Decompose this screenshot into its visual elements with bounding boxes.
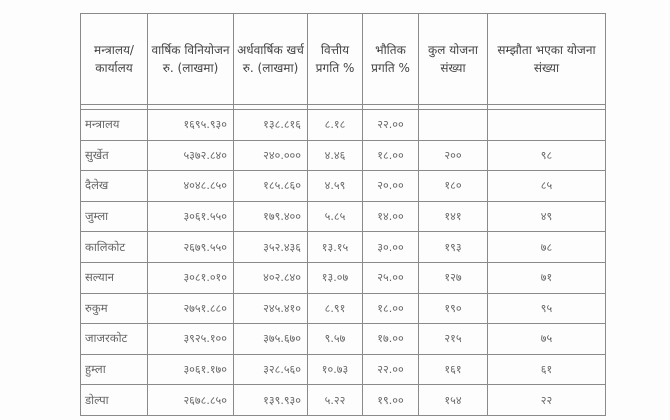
table-row: रुकुम २७५१.८८० २४५.४१० ८.९१ १८.०० १९० ९५ bbox=[80, 292, 606, 325]
cell-office-name: सल्यान bbox=[80, 261, 148, 294]
cell-office-name: हुम्ला bbox=[80, 353, 148, 386]
cell-total-projects: १९३ bbox=[418, 231, 488, 263]
cell-office-name: डोल्पा bbox=[80, 384, 148, 416]
cell-office-name: मन्त्रालय bbox=[80, 109, 148, 141]
cell-physical-progress: १८.०० bbox=[362, 292, 419, 325]
cell-annual-budget: २६७९.५५० bbox=[147, 231, 234, 263]
cell-agreed-projects: ७१ bbox=[487, 261, 606, 294]
cell-office-name: जुम्ला bbox=[80, 200, 148, 233]
cell-total-projects: १५४ bbox=[418, 384, 488, 416]
progress-table: मन्त्रालय/ कार्यालय वार्षिक विनियोजन रु.… bbox=[80, 13, 606, 416]
header-row: मन्त्रालय/ कार्यालय वार्षिक विनियोजन रु.… bbox=[80, 13, 606, 105]
cell-annual-budget: ४०४८.८५० bbox=[147, 170, 234, 202]
cell-agreed-projects: ७५ bbox=[487, 323, 606, 355]
cell-agreed-projects: ४९ bbox=[487, 200, 606, 233]
cell-physical-progress: ३०.०० bbox=[362, 231, 419, 263]
cell-financial-progress: ५.२२ bbox=[307, 384, 363, 416]
table-row: दैलेख ४०४८.८५० १८५.८६० ४.५९ २०.०० १८० ८५ bbox=[80, 170, 606, 202]
cell-annual-budget: २७५१.८८० bbox=[147, 292, 234, 325]
cell-total-projects: १४१ bbox=[418, 200, 488, 233]
table-row: जुम्ला ३०६१.५५० १७९.४०० ५.८५ १४.०० १४१ ४९ bbox=[80, 200, 606, 233]
header-agreed-projects: सम्झौता भएका योजना संख्या bbox=[487, 13, 606, 105]
cell-financial-progress: ४.५९ bbox=[307, 170, 363, 202]
table-row: हुम्ला ३०६१.१७० ३२८.५६० १०.७३ २२.०० १६१ ६१ bbox=[80, 353, 606, 386]
cell-financial-progress: ८.१८ bbox=[307, 109, 363, 141]
cell-total-projects: १६१ bbox=[418, 353, 488, 386]
cell-total-projects: १२७ bbox=[418, 261, 488, 294]
cell-total-projects: १८० bbox=[418, 170, 488, 202]
cell-office-name: जाजरकोट bbox=[80, 323, 148, 355]
cell-total-projects bbox=[418, 109, 488, 141]
spacer-row bbox=[80, 104, 606, 110]
cell-half-year-expense: ३५२.४३६ bbox=[233, 231, 308, 263]
table-row: डोल्पा २६७८.८५० १३९.९३० ५.२२ १९.०० १५४ २२ bbox=[80, 384, 606, 416]
cell-financial-progress: १३.१५ bbox=[307, 231, 363, 263]
table-row: मन्त्रालय १६९५.९३० १३८.८१६ ८.१८ २२.०० bbox=[80, 109, 606, 141]
cell-agreed-projects: २२ bbox=[487, 384, 606, 416]
cell-half-year-expense: ४०२.८४० bbox=[233, 261, 308, 294]
cell-total-projects: १९० bbox=[418, 292, 488, 325]
cell-half-year-expense: १३९.९३० bbox=[233, 384, 308, 416]
cell-annual-budget: १६९५.९३० bbox=[147, 109, 234, 141]
cell-half-year-expense: १३८.८१६ bbox=[233, 109, 308, 141]
cell-annual-budget: ३०६१.५५० bbox=[147, 200, 234, 233]
cell-annual-budget: ३०६१.१७० bbox=[147, 353, 234, 386]
cell-annual-budget: २६७८.८५० bbox=[147, 384, 234, 416]
cell-financial-progress: ९.५७ bbox=[307, 323, 363, 355]
cell-half-year-expense: २४०.००० bbox=[233, 139, 308, 172]
cell-agreed-projects: ९८ bbox=[487, 139, 606, 172]
cell-physical-progress: १८.०० bbox=[362, 139, 419, 172]
cell-agreed-projects: ८५ bbox=[487, 170, 606, 202]
cell-office-name: कालिकोट bbox=[80, 231, 148, 263]
header-half-year-expense: अर्धवार्षिक खर्च रु. (लाखमा) bbox=[233, 13, 308, 105]
cell-annual-budget: ३९२५.१०० bbox=[147, 323, 234, 355]
cell-annual-budget: ३०८१.०१० bbox=[147, 261, 234, 294]
cell-physical-progress: १९.०० bbox=[362, 384, 419, 416]
cell-office-name: दैलेख bbox=[80, 170, 148, 202]
cell-financial-progress: ८.९१ bbox=[307, 292, 363, 325]
header-annual-budget: वार्षिक विनियोजन रु. (लाखमा) bbox=[147, 13, 234, 105]
table-row: जाजरकोट ३९२५.१०० ३७५.६७० ९.५७ १७.०० २१५ ७५ bbox=[80, 323, 606, 355]
cell-office-name: सुर्खेत bbox=[80, 139, 148, 172]
cell-physical-progress: १७.०० bbox=[362, 323, 419, 355]
cell-financial-progress: ४.४६ bbox=[307, 139, 363, 172]
cell-financial-progress: १०.७३ bbox=[307, 353, 363, 386]
cell-office-name: रुकुम bbox=[80, 292, 148, 325]
cell-agreed-projects: ९५ bbox=[487, 292, 606, 325]
table-row: सुर्खेत ५३७२.८४० २४०.००० ४.४६ १८.०० २०० ९८ bbox=[80, 139, 606, 172]
header-physical-progress: भौतिक प्रगति % bbox=[362, 13, 419, 105]
table-row: सल्यान ३०८१.०१० ४०२.८४० १३.०७ २५.०० १२७ ७१ bbox=[80, 261, 606, 294]
cell-agreed-projects: ७८ bbox=[487, 231, 606, 263]
table-row: कालिकोट २६७९.५५० ३५२.४३६ १३.१५ ३०.०० १९३ ७८ bbox=[80, 231, 606, 263]
header-total-projects: कुल योजना संख्या bbox=[418, 13, 488, 105]
header-office: मन्त्रालय/ कार्यालय bbox=[80, 13, 148, 105]
cell-half-year-expense: ३२८.५६० bbox=[233, 353, 308, 386]
cell-agreed-projects bbox=[487, 109, 606, 141]
header-financial-progress: वित्तीय प्रगति % bbox=[307, 13, 363, 105]
cell-physical-progress: २०.०० bbox=[362, 170, 419, 202]
cell-half-year-expense: ३७५.६७० bbox=[233, 323, 308, 355]
cell-total-projects: २१५ bbox=[418, 323, 488, 355]
cell-half-year-expense: १८५.८६० bbox=[233, 170, 308, 202]
cell-physical-progress: २५.०० bbox=[362, 261, 419, 294]
cell-financial-progress: ५.८५ bbox=[307, 200, 363, 233]
cell-physical-progress: २२.०० bbox=[362, 353, 419, 386]
cell-agreed-projects: ६१ bbox=[487, 353, 606, 386]
cell-annual-budget: ५३७२.८४० bbox=[147, 139, 234, 172]
cell-physical-progress: १४.०० bbox=[362, 200, 419, 233]
cell-financial-progress: १३.०७ bbox=[307, 261, 363, 294]
cell-total-projects: २०० bbox=[418, 139, 488, 172]
cell-half-year-expense: २४५.४१० bbox=[233, 292, 308, 325]
cell-half-year-expense: १७९.४०० bbox=[233, 200, 308, 233]
cell-physical-progress: २२.०० bbox=[362, 109, 419, 141]
